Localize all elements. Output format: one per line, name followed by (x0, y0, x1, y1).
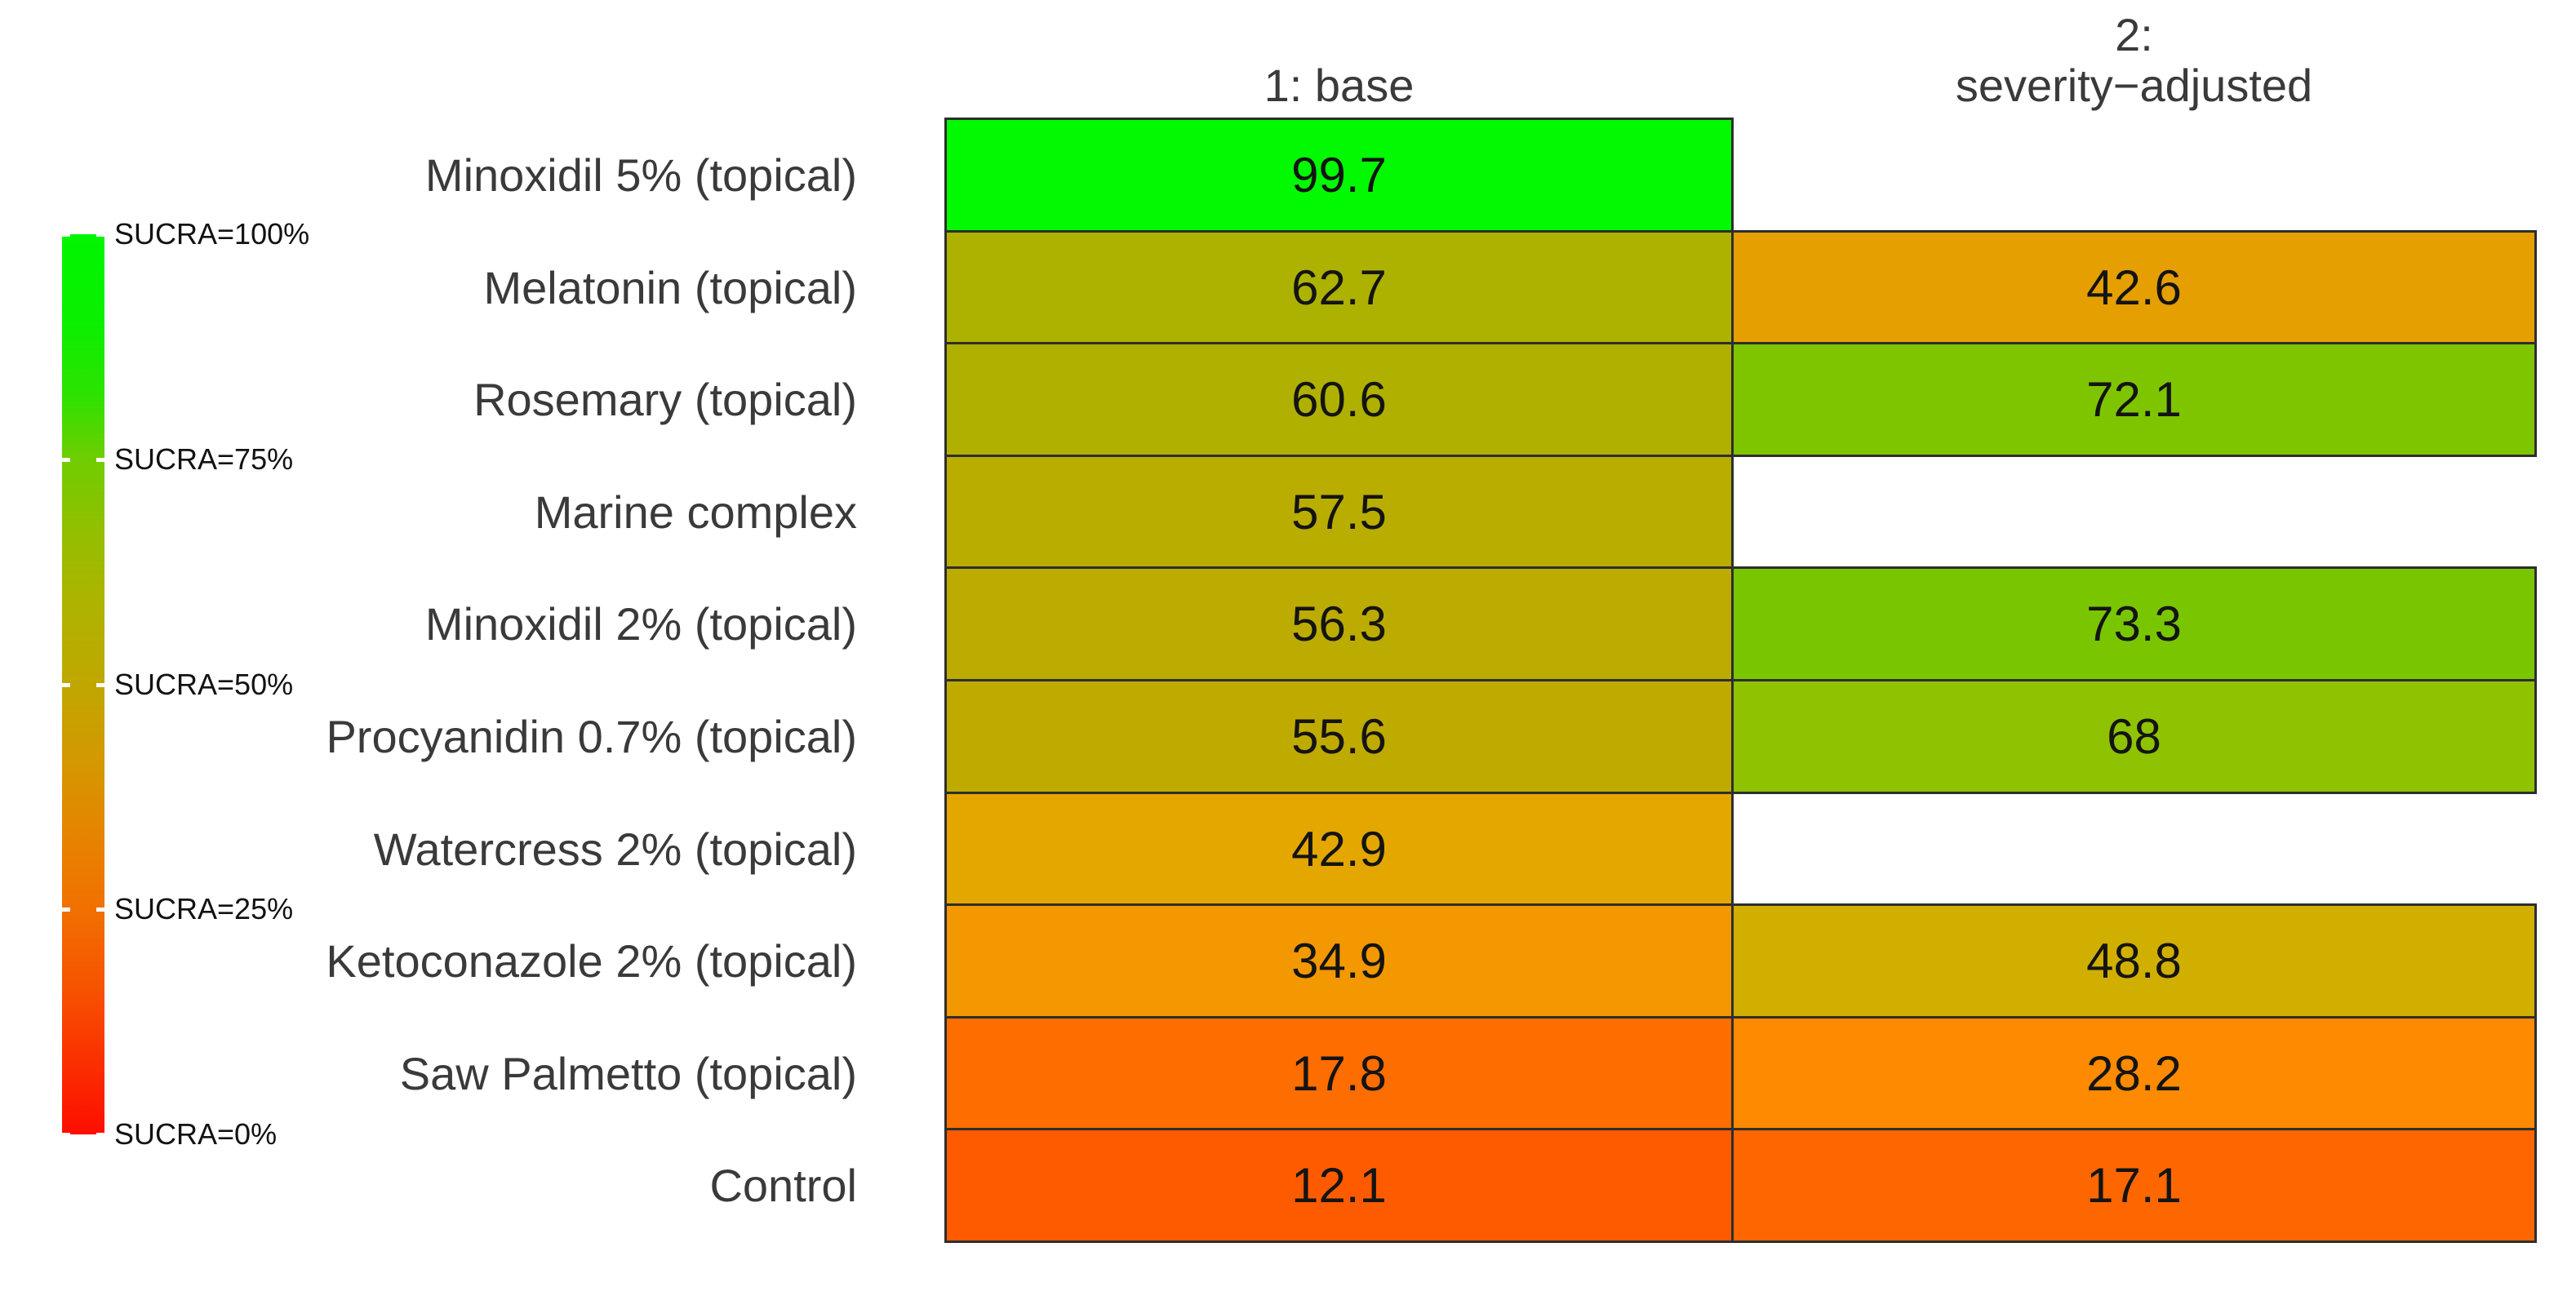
heatmap-cell-adjusted: 68 (1731, 679, 2537, 794)
cell-value: 56.3 (1291, 597, 1387, 651)
cell-value: 99.7 (1291, 148, 1387, 202)
heatmap-cell-base: 34.9 (944, 903, 1734, 1019)
heatmap-cell-base: 42.9 (944, 792, 1734, 907)
legend-tick (57, 682, 70, 687)
heatmap-cell-adjusted: 17.1 (1731, 1128, 2537, 1243)
cell-value: 42.6 (2086, 260, 2182, 315)
legend-tick (57, 457, 70, 462)
heatmap-cell-adjusted: 28.2 (1731, 1016, 2537, 1131)
legend-tick (57, 233, 70, 237)
heatmap-cell-base: 62.7 (944, 230, 1734, 345)
cell-value: 60.6 (1291, 372, 1387, 427)
cell-value: 17.1 (2086, 1158, 2182, 1213)
cell-value: 34.9 (1291, 934, 1387, 988)
cell-value: 28.2 (2086, 1046, 2182, 1101)
cell-value: 72.1 (2086, 372, 2182, 427)
heatmap-cell-base: 99.7 (944, 118, 1734, 233)
legend-tick (96, 908, 109, 912)
cell-value: 68 (2107, 709, 2161, 764)
row-label: Melatonin (topical) (483, 262, 857, 313)
legend-tick (96, 1133, 109, 1137)
row-label: Procyanidin 0.7% (topical) (326, 711, 857, 762)
row-label: Rosemary (topical) (473, 374, 857, 425)
legend-label: SUCRA=75% (114, 442, 294, 476)
legend-tick (96, 457, 109, 462)
row-label: Saw Palmetto (topical) (399, 1048, 857, 1099)
heatmap-cell-adjusted: 42.6 (1731, 230, 2537, 345)
cell-value: 17.8 (1291, 1046, 1387, 1101)
legend-label: SUCRA=0% (114, 1117, 278, 1151)
heatmap-cell-adjusted: 73.3 (1731, 566, 2537, 681)
row-label: Watercress 2% (topical) (373, 823, 857, 875)
cell-value: 42.9 (1291, 822, 1387, 877)
row-label: Marine complex (534, 486, 857, 538)
legend-tick (57, 908, 70, 912)
row-label: Ketoconazole 2% (topical) (326, 935, 857, 987)
row-label: Minoxidil 5% (topical) (424, 149, 857, 201)
cell-value: 73.3 (2086, 597, 2182, 651)
cell-value: 57.5 (1291, 485, 1387, 539)
column-header-severity-adjusted: 2: severity−adjusted (1731, 10, 2537, 111)
column-header-base: 1: base (944, 60, 1734, 111)
heatmap-cell-base: 57.5 (944, 455, 1734, 570)
cell-value: 48.8 (2086, 934, 2182, 988)
legend-label: SUCRA=100% (114, 217, 310, 251)
row-label: Minoxidil 2% (topical) (424, 598, 857, 650)
legend-label: SUCRA=25% (114, 892, 294, 926)
legend-label: SUCRA=50% (114, 667, 294, 701)
legend-tick (57, 1133, 70, 1137)
cell-value: 12.1 (1291, 1158, 1387, 1213)
legend-tick (96, 233, 109, 237)
heatmap-cell-base: 55.6 (944, 679, 1734, 794)
heatmap-cell-base: 56.3 (944, 566, 1734, 681)
row-label: Control (709, 1160, 857, 1211)
heatmap-cell-base: 60.6 (944, 342, 1734, 457)
heatmap-cell-base: 12.1 (944, 1128, 1734, 1243)
heatmap-cell-base: 17.8 (944, 1016, 1734, 1131)
column-header-severity-adjusted-line2: severity−adjusted (1955, 60, 2313, 111)
heatmap-cell-adjusted: 48.8 (1731, 903, 2537, 1019)
column-header-base-label: 1: base (1264, 60, 1415, 111)
cell-value: 62.7 (1291, 260, 1387, 315)
column-header-severity-adjusted-line1: 2: (2115, 9, 2153, 60)
cell-value: 55.6 (1291, 709, 1387, 764)
heatmap-cell-adjusted: 72.1 (1731, 342, 2537, 457)
legend-tick (96, 682, 109, 687)
